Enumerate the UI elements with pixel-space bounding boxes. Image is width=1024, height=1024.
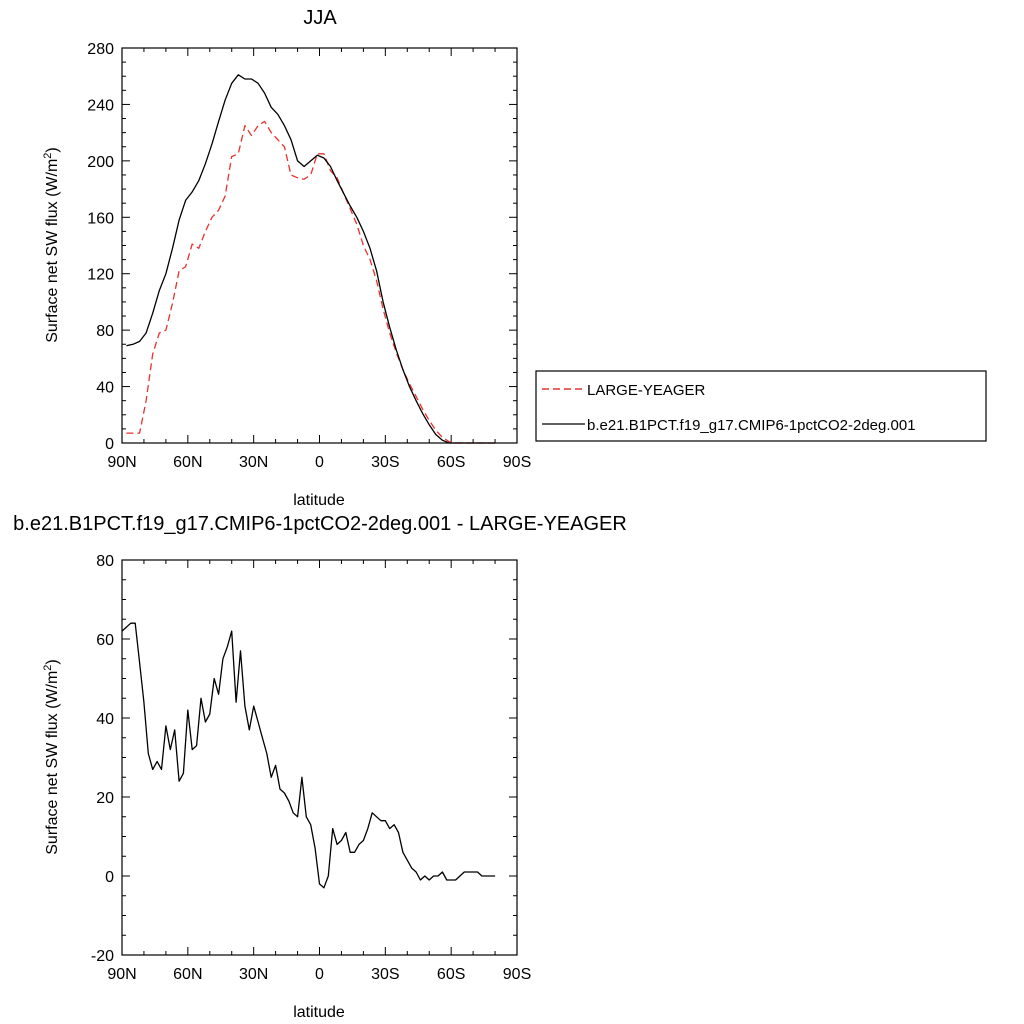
top-chart-x-tick-label: 30S [371,454,399,471]
top-chart-x-tick-label: 90S [503,454,531,471]
top-chart-y-tick-label: 120 [87,267,114,284]
top-chart-title: JJA [303,7,337,29]
legend-label-cmip6: b.e21.B1PCT.f19_g17.CMIP6-1pctCO2-2deg.0… [587,417,916,434]
top-chart-y-tick-label: 240 [87,97,114,114]
top-chart-y-axis-title: Surface net SW flux (W/m2) [42,147,61,343]
bottom-chart-title: b.e21.B1PCT.f19_g17.CMIP6-1pctCO2-2deg.0… [13,513,627,535]
bottom-chart-x-tick-label: 60S [437,966,465,983]
bottom-chart-y-tick-label: 60 [96,632,114,649]
legend-frame [535,370,987,442]
bottom-chart-panel: b.e21.B1PCT.f19_g17.CMIP6-1pctCO2-2deg.0… [13,513,627,1021]
top-chart-panel: JJA 90N 60N 30N 0 30S 60S 90S 0 40 80 120 160 200 24… [42,7,987,509]
top-chart-series-line-0 [126,120,496,444]
bottom-chart-x-tick-label: 90N [107,966,136,983]
bottom-chart-series [121,622,496,889]
bottom-chart-x-tick-label: 90S [503,966,531,983]
top-chart-y-tick-label: 40 [96,380,114,397]
legend: LARGE-YEAGER b.e21.B1PCT.f19_g17.CMIP6-1… [535,370,987,442]
top-chart-y-tick-label: 280 [87,41,114,58]
top-chart-x-tick-label: 60N [173,454,202,471]
top-chart-plot-frame [121,47,518,444]
bottom-chart-y-tick-label: 40 [96,711,114,728]
bottom-chart-x-tick-label: 30S [371,966,399,983]
top-chart-x-tick-label: 60S [437,454,465,471]
legend-label-large-yeager: LARGE-YEAGER [587,382,706,399]
top-chart-y-ticks: 0 40 80 120 160 200 240 280 [87,41,517,453]
top-chart-x-axis-title: latitude [293,492,345,509]
bottom-chart-x-tick-label: 0 [315,966,324,983]
top-chart-y-tick-label: 200 [87,154,114,171]
top-chart-x-tick-label: 0 [315,454,324,471]
bottom-chart-y-axis-title: Surface net SW flux (W/m2) [42,659,61,855]
top-chart-series-line-1 [126,74,496,444]
bottom-chart-y-tick-label: -20 [91,948,114,965]
bottom-chart-x-ticks: 90N 60N 30N 0 30S 60S 90S [107,560,531,983]
bottom-chart-y-tick-label: 0 [105,869,114,886]
bottom-chart-y-ticks: -20 0 20 40 60 80 [91,553,517,965]
bottom-chart-series-line-0 [121,622,496,889]
top-chart-x-ticks: 90N 60N 30N 0 30S 60S 90S [107,48,531,471]
bottom-chart-x-axis-title: latitude [293,1004,345,1021]
bottom-chart-x-tick-label: 30N [239,966,268,983]
top-chart-series [126,74,496,444]
bottom-chart-y-tick-label: 20 [96,790,114,807]
top-chart-y-tick-label: 160 [87,210,114,227]
bottom-chart-plot-frame [121,559,518,956]
top-chart-y-tick-label: 0 [105,436,114,453]
top-chart-x-tick-label: 30N [239,454,268,471]
top-chart-y-tick-label: 80 [96,323,114,340]
top-chart-x-tick-label: 90N [107,454,136,471]
bottom-chart-y-tick-label: 80 [96,553,114,570]
bottom-chart-x-tick-label: 60N [173,966,202,983]
